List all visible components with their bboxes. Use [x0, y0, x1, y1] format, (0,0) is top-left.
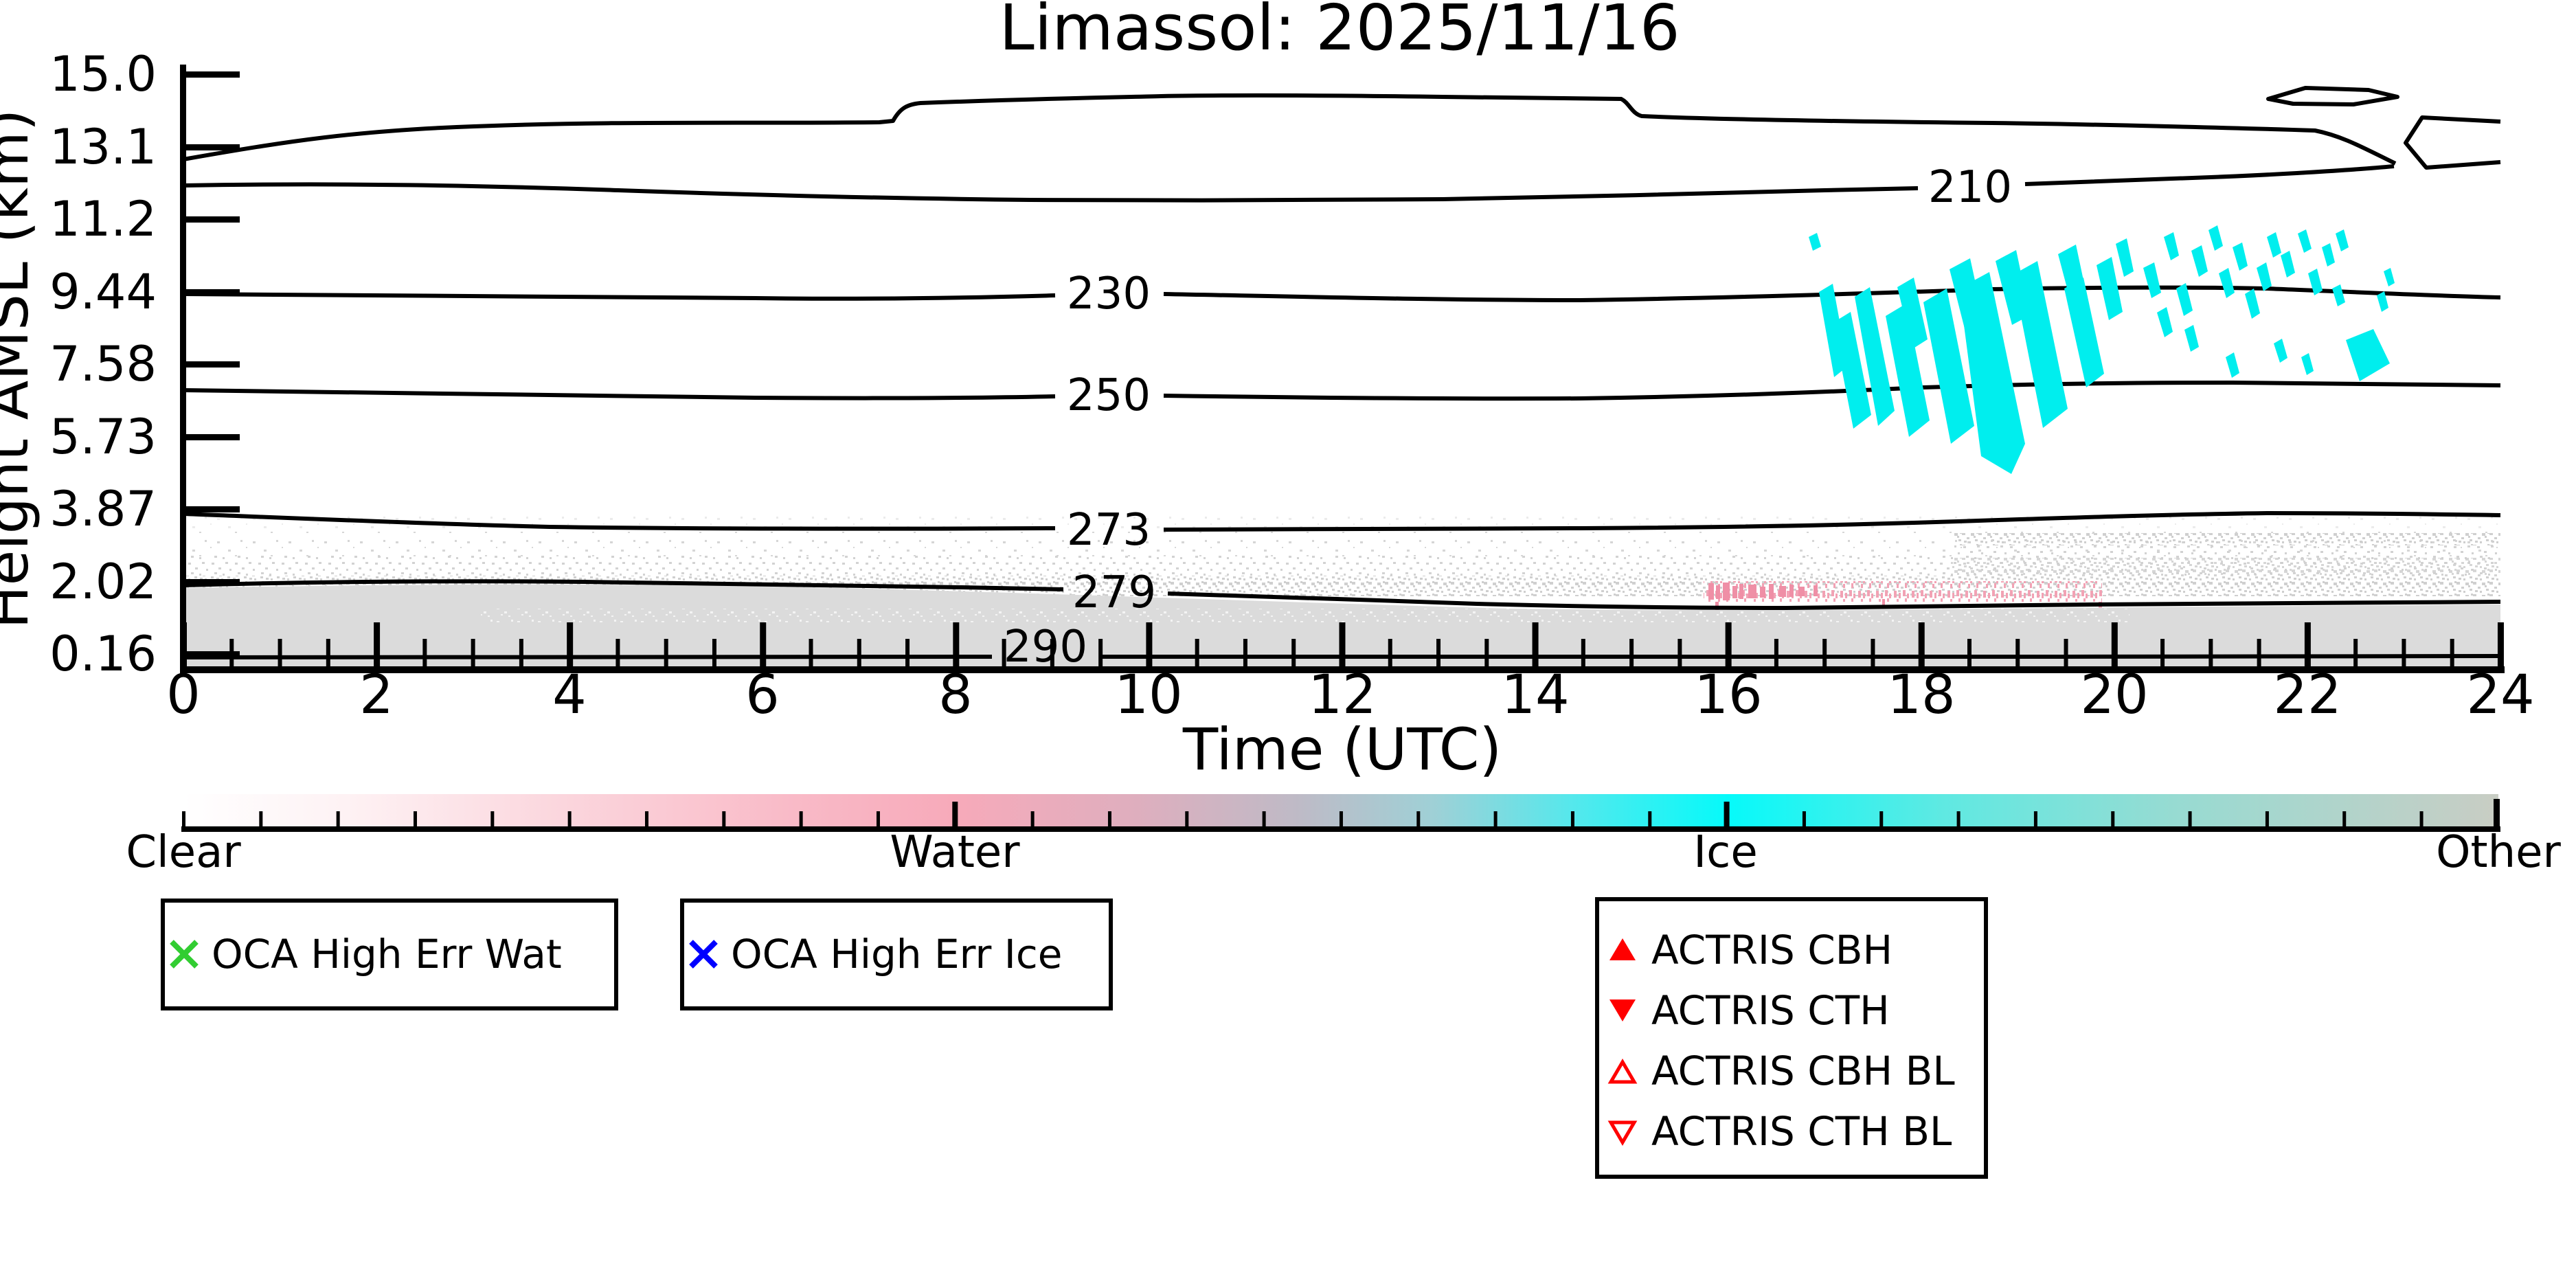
colorbar-label-other: Other [2436, 827, 2561, 878]
y-axis-label: Height AMSL (km) [0, 109, 41, 629]
y-axis-spine [180, 65, 186, 672]
x-tick-label: 22 [2273, 664, 2341, 726]
colorbar-label-clear: Clear [126, 827, 241, 878]
contour-label-290: 290 [1004, 622, 1087, 673]
x-minor-ticks [229, 639, 2454, 666]
x-tick-label: 4 [552, 664, 587, 726]
y-tick-label: 11.2 [49, 191, 157, 247]
x-tick-label: 16 [1694, 664, 1762, 726]
y-tick-label: 15.0 [49, 46, 157, 102]
x-tick-label: 14 [1501, 664, 1569, 726]
triangle-down-open-icon [1607, 1120, 1638, 1146]
x-tick-label: 8 [938, 664, 973, 726]
y-tick-label: 0.16 [49, 626, 157, 682]
x-tick-label: 6 [745, 664, 780, 726]
plot-title: Limassol: 2025/11/16 [999, 0, 1680, 65]
y-tick-label: 2.02 [49, 554, 157, 610]
x-tick-label: 2 [359, 664, 394, 726]
x-axis-spine [180, 666, 2505, 673]
x-tick-label: 0 [166, 664, 201, 726]
legend-label: ACTRIS CTH BL [1651, 1108, 1952, 1155]
contour-label-273: 273 [1067, 505, 1151, 556]
colorbar-axis-line [181, 826, 2500, 832]
y-major-ticks [186, 71, 240, 657]
colorbar-end-cap [2494, 799, 2500, 829]
y-tick-label: 3.87 [49, 481, 157, 537]
legend-label: OCA High Err Ice [731, 931, 1062, 978]
ice-cloud [1809, 225, 2395, 474]
x-marker-blue-icon [689, 940, 718, 969]
colorbar-label-water: Water [890, 827, 1020, 878]
y-tick-label: 9.44 [49, 264, 157, 320]
legend-label: OCA High Err Wat [212, 931, 562, 978]
y-tick-label: 13.1 [49, 119, 157, 175]
contour-label-210: 210 [1928, 162, 2012, 213]
legend-label: ACTRIS CTH [1651, 987, 1890, 1034]
x-tick-label: 24 [2466, 664, 2534, 726]
triangle-down-filled-icon [1609, 999, 1636, 1021]
legend-box-actris: ACTRIS CBH ACTRIS CTH ACTRIS CBH BL ACTR… [1595, 897, 1988, 1179]
water-speckle-layer [1704, 581, 2102, 618]
legend-box-oca-ice: OCA High Err Ice [680, 899, 1113, 1010]
legend-label: ACTRIS CBH [1651, 927, 1893, 973]
colorbar: Clear Water Ice Other [126, 794, 2562, 878]
temperature-contours [183, 86, 2501, 660]
colorbar-label-ice: Ice [1693, 827, 1757, 878]
triangle-up-filled-icon [1609, 938, 1636, 960]
x-tick-label: 10 [1114, 664, 1182, 726]
x-tick-label: 20 [2080, 664, 2148, 726]
y-tick-label: 7.58 [49, 336, 157, 392]
legend-label: ACTRIS CBH BL [1651, 1048, 1955, 1094]
colorbar-ticks [182, 802, 2424, 828]
x-axis-label: Time (UTC) [1182, 716, 1502, 783]
contour-label-250: 250 [1067, 370, 1151, 421]
legend-box-oca-wat: OCA High Err Wat [161, 899, 618, 1010]
contour-label-230: 230 [1067, 269, 1151, 319]
y-tick-label: 5.73 [49, 409, 157, 465]
contour-label-279: 279 [1072, 567, 1156, 618]
x-tick-label: 12 [1308, 664, 1376, 726]
x-tick-label: 18 [1887, 664, 1955, 726]
x-major-ticks [181, 622, 2504, 666]
axes [180, 65, 2505, 673]
x-marker-green-icon [170, 940, 199, 969]
surface-layer-noise [481, 609, 2129, 622]
triangle-up-open-icon [1607, 1059, 1638, 1084]
